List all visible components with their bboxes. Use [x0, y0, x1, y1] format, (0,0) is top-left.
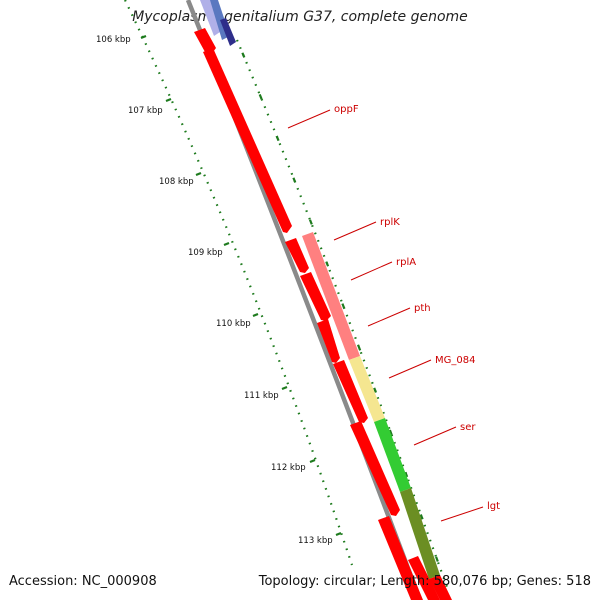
scale-ring-dots	[124, 0, 354, 566]
scale-labels: 106 kbp 107 kbp 108 kbp 109 kbp 110 kbp …	[96, 35, 333, 546]
scale-label-107: 107 kbp	[128, 106, 163, 116]
band-lgt-end	[429, 575, 452, 600]
gene-arrow-1	[194, 28, 216, 52]
gene-label-ser: ser	[460, 422, 476, 433]
band-MG_084	[349, 356, 385, 422]
band-top-dark	[220, 18, 236, 46]
gene-arrow-4	[317, 319, 340, 363]
scale-label-113: 113 kbp	[298, 536, 333, 546]
gene-arrow-3	[300, 272, 331, 321]
scale-label-106: 106 kbp	[96, 35, 131, 45]
gene-arrow-7	[378, 516, 423, 600]
band-top-light	[200, 0, 220, 36]
gene-arrow-oppF-forward	[203, 48, 292, 233]
gene-labels: oppF rplK rplA pth MG_084 ser lgt	[334, 104, 500, 512]
scale-label-109: 109 kbp	[188, 248, 223, 258]
gene-label-rplA: rplA	[396, 257, 416, 268]
feature-bands	[302, 232, 452, 600]
scale-major-ticks	[140, 34, 342, 537]
scale-label-110: 110 kbp	[216, 319, 251, 329]
band-rplK	[302, 232, 360, 360]
gene-label-oppF: oppF	[334, 104, 359, 115]
forward-strand-genes	[194, 28, 440, 600]
gene-leaders	[287, 109, 484, 522]
scale-label-111: 111 kbp	[244, 391, 279, 401]
gene-label-rplK: rplK	[380, 217, 400, 228]
top-feature-bands	[200, 0, 236, 46]
band-lgt	[400, 488, 440, 579]
gene-label-lgt: lgt	[487, 501, 500, 512]
genome-summary: Topology: circular; Length: 580,076 bp; …	[258, 574, 591, 589]
gene-arrow-5	[333, 360, 368, 423]
gene-arrow-6	[350, 421, 400, 516]
gene-label-MG_084: MG_084	[435, 355, 475, 366]
gene-arrow-2	[285, 238, 309, 273]
accession-label: Accession: NC_000908	[9, 574, 157, 589]
gene-label-pth: pth	[414, 303, 431, 314]
scale-label-108: 108 kbp	[159, 177, 194, 187]
gene-arrow-8	[408, 556, 440, 600]
scale-label-112: 112 kbp	[271, 463, 306, 473]
band-ser	[374, 418, 411, 492]
